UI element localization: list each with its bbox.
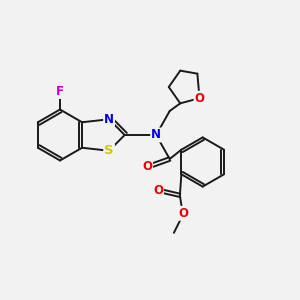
Text: O: O [153,184,163,197]
Text: O: O [142,160,152,173]
Text: F: F [56,85,64,98]
Text: S: S [104,144,114,157]
Text: N: N [151,128,161,142]
Text: O: O [194,92,205,105]
Text: O: O [178,207,188,220]
Text: N: N [104,113,114,126]
